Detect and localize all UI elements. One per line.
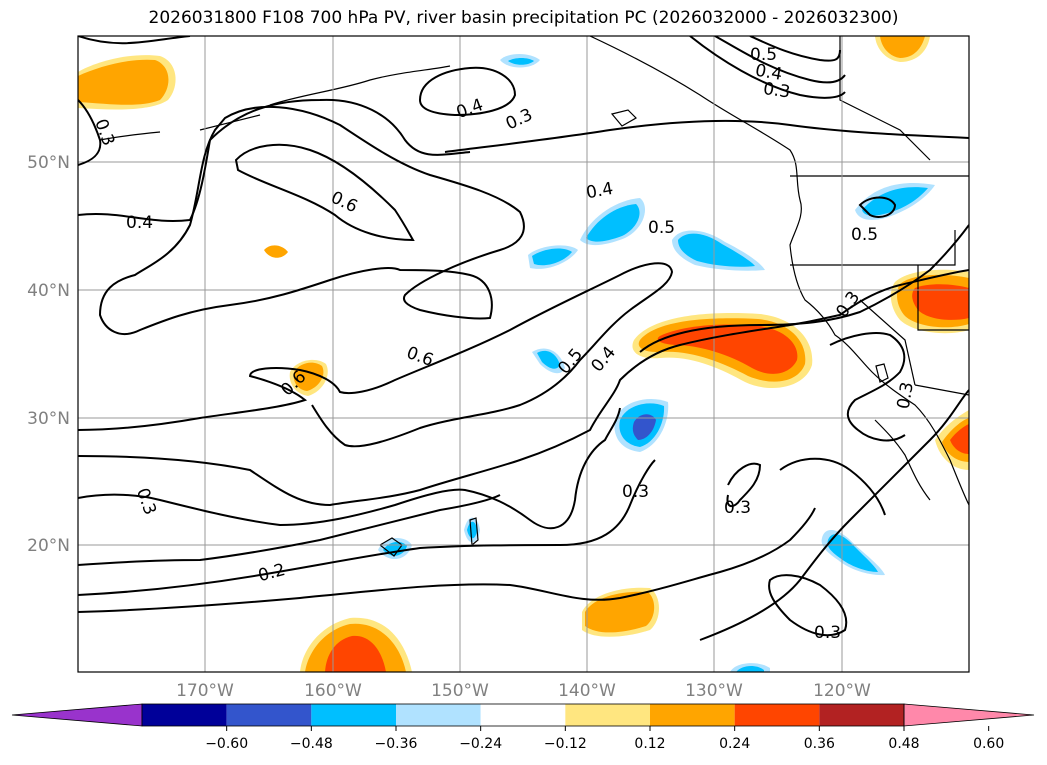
colorbar-tick-label: 0.60	[973, 736, 1004, 752]
colorbar-tick-label: 0.36	[804, 736, 835, 752]
contour-label: 0.5	[851, 225, 878, 245]
colorbar-frame	[141, 703, 905, 727]
colorbar-tick-label: 0.12	[634, 736, 665, 752]
latitude-axis: 50°N 40°N 30°N 20°N	[27, 153, 70, 556]
map-title: 2026031800 F108 700 hPa PV, river basin …	[148, 8, 899, 28]
colorbar-tick-label: 0.48	[888, 736, 919, 752]
colorbar-tick-label: −0.24	[459, 736, 502, 752]
longitude-axis: 170°W 160°W 150°W 140°W 130°W 120°W	[176, 681, 871, 701]
lat-label: 50°N	[27, 153, 70, 173]
pv-contours	[78, 36, 969, 641]
precip-shading	[78, 36, 969, 672]
colorbar-tick-label: −0.60	[205, 736, 248, 752]
colorbar-segment	[650, 704, 735, 726]
colorbar-tick-label: 0.24	[719, 736, 750, 752]
lon-label: 120°W	[813, 681, 871, 701]
colorbar-segment	[142, 704, 227, 726]
contour-label: 0.3	[814, 623, 841, 643]
colorbar-segment	[734, 704, 820, 726]
map-frame	[77, 35, 970, 673]
lon-label: 170°W	[176, 681, 234, 701]
colorbar-extend-min	[11, 703, 143, 727]
lon-label: 160°W	[304, 681, 362, 701]
colorbar-extend-max	[903, 703, 1035, 727]
gridlines	[78, 36, 969, 672]
contour-label: 0.3	[894, 380, 918, 410]
lon-label: 140°W	[558, 681, 616, 701]
colorbar-tick-label: −0.36	[375, 736, 418, 752]
contour-label: 0.4	[126, 213, 153, 233]
contour-label: 0.5	[750, 45, 777, 65]
contour-label: 0.4	[585, 179, 615, 203]
colorbar: −0.60 −0.48 −0.36 −0.24 −0.12 0.12 0.24 0.36 0.4…	[11, 703, 1035, 752]
map-background	[78, 36, 969, 672]
contour-label: 0.5	[648, 218, 675, 238]
lon-label: 130°W	[685, 681, 743, 701]
lat-label: 30°N	[27, 409, 70, 429]
colorbar-tick-label: −0.48	[290, 736, 333, 752]
colorbar-segment	[819, 704, 904, 726]
lat-label: 40°N	[27, 281, 70, 301]
lon-label: 150°W	[431, 681, 489, 701]
contour-label: 0.3	[724, 498, 751, 518]
colorbar-segment	[311, 704, 396, 726]
colorbar-tick-label: −0.12	[544, 736, 587, 752]
lat-label: 20°N	[27, 536, 70, 556]
colorbar-segment	[226, 704, 312, 726]
contour-label: 0.4	[754, 61, 784, 85]
contour-label: 0.3	[762, 79, 792, 103]
contour-labels: 0.3 0.4 0.6 0.4 0.3 0.5 0.4 0.3 0.4 0.5 …	[90, 45, 918, 643]
colorbar-segment	[565, 704, 650, 726]
colorbar-segment	[396, 704, 481, 726]
colorbar-segment	[480, 704, 566, 726]
contour-label: 0.3	[622, 482, 649, 502]
